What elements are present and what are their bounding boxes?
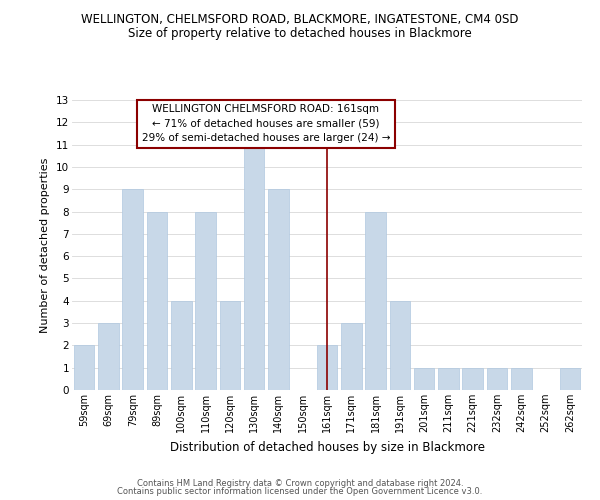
Bar <box>74 346 94 390</box>
Bar <box>220 301 240 390</box>
Bar <box>244 144 265 390</box>
Bar <box>487 368 508 390</box>
Bar <box>511 368 532 390</box>
Bar <box>389 301 410 390</box>
Y-axis label: Number of detached properties: Number of detached properties <box>40 158 50 332</box>
Text: Contains HM Land Registry data © Crown copyright and database right 2024.: Contains HM Land Registry data © Crown c… <box>137 478 463 488</box>
Text: WELLINGTON, CHELMSFORD ROAD, BLACKMORE, INGATESTONE, CM4 0SD: WELLINGTON, CHELMSFORD ROAD, BLACKMORE, … <box>81 12 519 26</box>
Bar <box>98 323 119 390</box>
Bar <box>317 346 337 390</box>
Bar <box>414 368 434 390</box>
Bar <box>268 189 289 390</box>
Bar <box>146 212 167 390</box>
Bar <box>365 212 386 390</box>
Bar <box>171 301 191 390</box>
Bar <box>463 368 483 390</box>
Text: Contains public sector information licensed under the Open Government Licence v3: Contains public sector information licen… <box>118 487 482 496</box>
Bar <box>122 189 143 390</box>
Bar <box>438 368 459 390</box>
Bar <box>560 368 580 390</box>
Bar <box>341 323 362 390</box>
Bar <box>195 212 216 390</box>
Text: Size of property relative to detached houses in Blackmore: Size of property relative to detached ho… <box>128 28 472 40</box>
X-axis label: Distribution of detached houses by size in Blackmore: Distribution of detached houses by size … <box>170 440 485 454</box>
Text: WELLINGTON CHELMSFORD ROAD: 161sqm
← 71% of detached houses are smaller (59)
29%: WELLINGTON CHELMSFORD ROAD: 161sqm ← 71%… <box>142 104 390 143</box>
